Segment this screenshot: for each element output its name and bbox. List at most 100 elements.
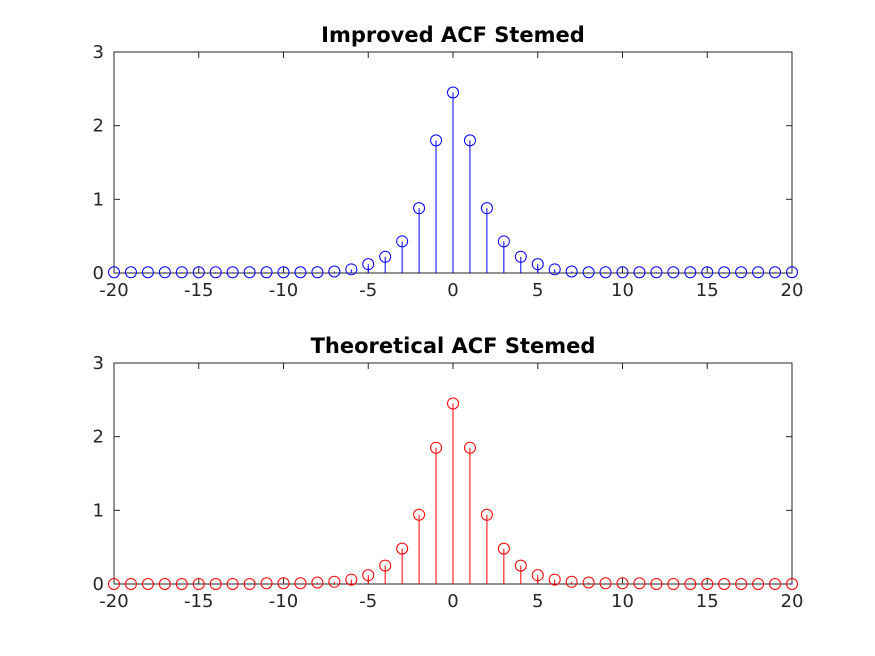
x-tick-label: 10 — [611, 591, 634, 612]
x-tick-label: 10 — [611, 280, 634, 301]
stem-marker — [226, 578, 239, 590]
stem-marker — [430, 134, 443, 147]
x-tick-label: 15 — [696, 591, 719, 612]
y-tick-label: 0 — [93, 574, 104, 595]
y-tick-label: 2 — [93, 116, 104, 137]
stem-marker — [141, 266, 154, 279]
stem-marker — [277, 266, 290, 279]
stem-marker — [294, 266, 307, 279]
x-tick-label: -20 — [99, 280, 128, 301]
stem-marker — [345, 573, 358, 586]
stem-marker — [379, 559, 392, 572]
improved-acf-axes: Improved ACF Stemed -20 -15 -10 -5 0 5 10 15 20 0… — [93, 23, 804, 301]
x-tick-label: -15 — [184, 280, 213, 301]
stem-marker — [396, 542, 409, 555]
stem-marker — [769, 578, 782, 590]
stem-marker — [565, 575, 578, 588]
stem-marker — [311, 266, 324, 279]
stem-marker — [531, 569, 544, 582]
x-tick-label: 5 — [532, 591, 543, 612]
y-tick-label: 0 — [93, 263, 104, 284]
stem-marker — [243, 266, 256, 279]
y-tick-label: 2 — [93, 427, 104, 448]
stem-marker — [277, 577, 290, 590]
stem-marker — [616, 577, 629, 590]
stem-marker — [260, 577, 273, 590]
stem-marker — [345, 263, 358, 276]
stem-marker — [531, 258, 544, 271]
stem-marker — [684, 266, 697, 279]
stem-marker — [514, 250, 527, 263]
stem-marker — [497, 235, 510, 248]
stem-marker — [718, 578, 731, 590]
stem-marker — [752, 578, 765, 590]
stem-marker — [108, 578, 120, 590]
stems — [108, 397, 798, 590]
stem-marker — [463, 441, 476, 454]
chart-title: Improved ACF Stemed — [321, 23, 585, 47]
stem-marker — [616, 266, 629, 279]
stem-marker — [260, 266, 273, 279]
stem-marker — [226, 266, 239, 279]
stem-marker — [582, 576, 595, 589]
stem-marker — [396, 235, 409, 248]
stem-marker — [667, 578, 680, 590]
stem-marker — [209, 578, 222, 590]
x-tick-label: 20 — [781, 591, 804, 612]
stem-marker — [735, 266, 748, 279]
stem-marker — [701, 578, 714, 590]
stem-marker — [684, 578, 697, 590]
x-tick-label: -15 — [184, 591, 213, 612]
x-tick-label: 0 — [447, 280, 458, 301]
stem-marker — [413, 508, 426, 521]
stem-marker — [124, 266, 137, 279]
stem-marker — [582, 266, 595, 279]
y-tick-label: 3 — [93, 353, 104, 374]
stem-marker — [362, 258, 375, 271]
stem-marker — [192, 578, 205, 590]
x-tick-label: 0 — [447, 591, 458, 612]
stem-marker — [497, 542, 510, 555]
stem-marker — [362, 569, 375, 582]
stem-marker — [752, 266, 765, 279]
stem-marker — [447, 86, 459, 99]
stem-marker — [786, 578, 798, 590]
stem-marker — [175, 266, 188, 279]
stems — [108, 86, 798, 279]
stem-marker — [447, 397, 459, 410]
stem-marker — [769, 266, 782, 279]
stem-marker — [379, 250, 392, 263]
stem-marker — [108, 266, 120, 279]
stem-marker — [565, 265, 578, 278]
stem-marker — [463, 134, 476, 147]
x-tick-label: -5 — [359, 280, 377, 301]
theoretical-acf-axes: Theoretical ACF Stemed -20 -15 -10 -5 0 5 10 15… — [93, 334, 804, 612]
x-tick-label: 5 — [532, 280, 543, 301]
stem-marker — [650, 266, 663, 279]
stem-marker — [701, 266, 714, 279]
stem-marker — [328, 575, 341, 588]
stem-marker — [294, 577, 307, 590]
stem-marker — [124, 578, 137, 590]
stem-marker — [599, 266, 612, 279]
stem-marker — [192, 266, 205, 279]
stem-marker — [480, 202, 493, 215]
stem-marker — [633, 577, 646, 590]
y-tick-label: 1 — [93, 500, 104, 521]
stem-marker — [311, 576, 324, 589]
stem-marker — [141, 578, 154, 590]
stem-marker — [633, 266, 646, 279]
y-tick-label: 3 — [93, 42, 104, 63]
ticks: -20 -15 -10 -5 0 5 10 15 20 0 1 2 3 — [93, 42, 804, 301]
x-tick-label: -10 — [269, 591, 298, 612]
stem-marker — [786, 266, 798, 279]
x-tick-label: -10 — [269, 280, 298, 301]
stem-marker — [209, 266, 222, 279]
stem-marker — [243, 578, 256, 590]
chart-title: Theoretical ACF Stemed — [311, 334, 596, 358]
stem-marker — [650, 578, 663, 590]
x-tick-label: -20 — [99, 591, 128, 612]
stem-marker — [599, 577, 612, 590]
x-tick-label: 20 — [781, 280, 804, 301]
